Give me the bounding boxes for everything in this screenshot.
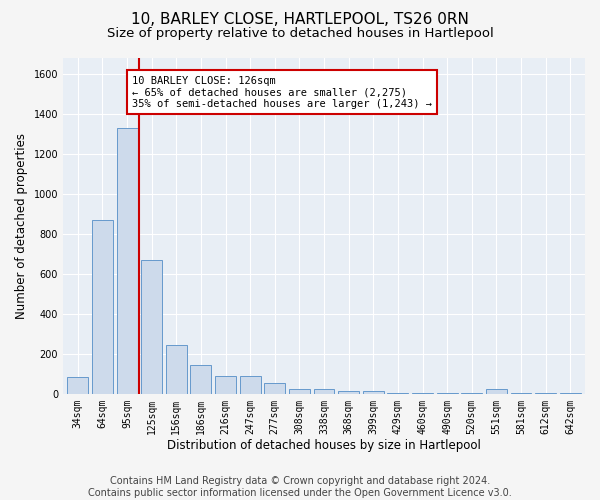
Bar <box>92 220 113 394</box>
Bar <box>486 390 507 394</box>
Bar <box>67 377 88 394</box>
Bar <box>289 390 310 394</box>
Bar <box>511 393 532 394</box>
Y-axis label: Number of detached properties: Number of detached properties <box>15 132 28 318</box>
Bar <box>388 393 409 394</box>
Bar <box>190 365 211 394</box>
Bar <box>412 393 433 394</box>
X-axis label: Distribution of detached houses by size in Hartlepool: Distribution of detached houses by size … <box>167 440 481 452</box>
Text: Contains HM Land Registry data © Crown copyright and database right 2024.
Contai: Contains HM Land Registry data © Crown c… <box>88 476 512 498</box>
Text: 10, BARLEY CLOSE, HARTLEPOOL, TS26 0RN: 10, BARLEY CLOSE, HARTLEPOOL, TS26 0RN <box>131 12 469 28</box>
Bar <box>338 391 359 394</box>
Bar <box>535 393 556 394</box>
Bar <box>116 128 137 394</box>
Bar <box>166 345 187 394</box>
Bar <box>265 383 285 394</box>
Bar <box>437 393 458 394</box>
Bar <box>215 376 236 394</box>
Text: 10 BARLEY CLOSE: 126sqm
← 65% of detached houses are smaller (2,275)
35% of semi: 10 BARLEY CLOSE: 126sqm ← 65% of detache… <box>132 76 432 108</box>
Bar <box>461 393 482 394</box>
Bar <box>560 393 581 394</box>
Bar <box>141 260 162 394</box>
Text: Size of property relative to detached houses in Hartlepool: Size of property relative to detached ho… <box>107 28 493 40</box>
Bar <box>314 390 334 394</box>
Bar <box>363 391 384 394</box>
Bar <box>239 376 260 394</box>
